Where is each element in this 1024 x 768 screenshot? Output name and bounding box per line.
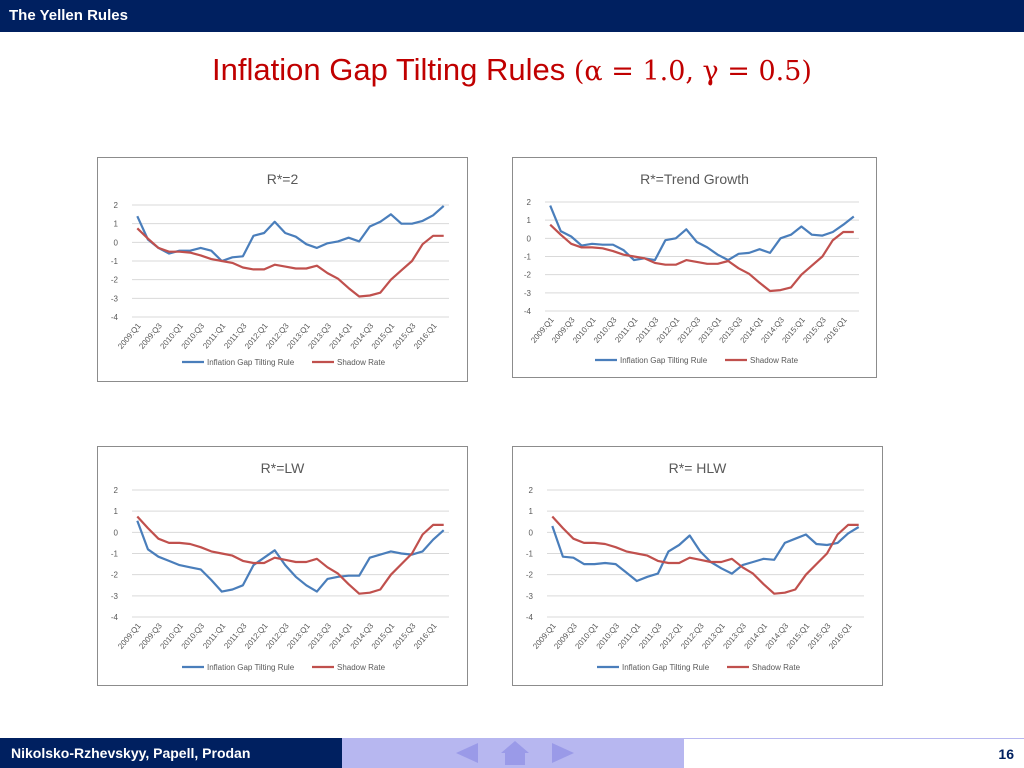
- footer-authors: Nikolsko-Rzhevskyy, Papell, Prodan: [11, 745, 251, 761]
- header-bar: The Yellen Rules: [0, 0, 1024, 32]
- y-tick-label: -2: [524, 271, 532, 280]
- x-tick-label: 2016:Q1: [412, 621, 439, 651]
- y-tick-label: 0: [529, 528, 534, 537]
- y-tick-label: -2: [526, 571, 534, 580]
- x-tick-label: 2016:Q1: [827, 621, 854, 651]
- chart-svg: R*=LW210-1-2-3-42009:Q12009:Q32010:Q1201…: [111, 460, 449, 672]
- chart-title: R*=Trend Growth: [640, 171, 749, 187]
- legend-label: Inflation Gap Tilting Rule: [620, 356, 708, 365]
- legend-label: Shadow Rate: [750, 356, 799, 365]
- chart-title: R*= HLW: [669, 460, 727, 476]
- y-tick-label: 2: [114, 486, 119, 495]
- y-tick-label: 1: [114, 507, 119, 516]
- slide-title: Inflation Gap Tilting Rules (α = 1.0, γ …: [0, 52, 1024, 88]
- y-tick-label: -4: [526, 613, 534, 622]
- header-title: The Yellen Rules: [9, 7, 128, 24]
- y-tick-label: -3: [526, 592, 534, 601]
- series-line-inflation-gap-tilting-rule: [551, 525, 860, 583]
- y-tick-label: -1: [111, 550, 119, 559]
- page-number: 16: [998, 746, 1014, 762]
- y-tick-label: -1: [526, 550, 534, 559]
- legend-label: Inflation Gap Tilting Rule: [207, 663, 295, 672]
- footer-page-panel: 16: [684, 738, 1024, 768]
- chart-title: R*=LW: [261, 460, 305, 476]
- series-line-inflation-gap-tilting-rule: [549, 205, 855, 262]
- y-tick-label: -3: [524, 289, 532, 298]
- y-tick-label: 0: [114, 238, 119, 247]
- legend-label: Shadow Rate: [337, 663, 386, 672]
- y-tick-label: 0: [527, 234, 532, 243]
- y-tick-label: 2: [527, 198, 532, 207]
- slide-title-text: Inflation Gap Tilting Rules: [212, 52, 574, 87]
- series-line-inflation-gap-tilting-rule: [136, 205, 445, 263]
- series-line-shadow-rate: [551, 515, 859, 595]
- legend-label: Inflation Gap Tilting Rule: [207, 358, 295, 367]
- y-tick-label: 1: [529, 507, 534, 516]
- y-tick-label: -3: [111, 592, 119, 601]
- y-tick-label: -3: [111, 294, 119, 303]
- y-tick-label: 2: [529, 486, 534, 495]
- series-line-inflation-gap-tilting-rule: [136, 520, 445, 593]
- legend-label: Inflation Gap Tilting Rule: [622, 663, 710, 672]
- home-icon[interactable]: [498, 738, 532, 768]
- series-line-shadow-rate: [549, 223, 854, 293]
- chart-svg: R*=2210-1-2-3-42009:Q12009:Q32010:Q12010…: [111, 171, 449, 367]
- y-tick-label: 2: [114, 201, 119, 210]
- footer-nav-panel: [342, 738, 684, 768]
- chart-r-star-lw: R*=LW 2 1 0 -1 -2 -3 -4 2009:Q1 2009:Q3 2010:Q1 201…: [97, 446, 468, 686]
- x-tick-label: 2016:Q1: [822, 315, 849, 345]
- footer-authors-panel: Nikolsko-Rzhevskyy, Papell, Prodan: [0, 738, 342, 768]
- y-tick-label: -2: [111, 276, 119, 285]
- series-line-shadow-rate: [136, 227, 444, 298]
- slide-title-math: (α = 1.0, γ = 0.5): [573, 56, 812, 87]
- y-tick-label: -1: [524, 253, 532, 262]
- chart-r-star-hlw: R*= HLW 2 1 0 -1 -2 -3 -4 2009:Q1 2009:Q3 2010:Q1 2…: [512, 446, 883, 686]
- y-tick-label: 1: [114, 220, 119, 229]
- legend-label: Shadow Rate: [337, 358, 386, 367]
- left-arrow-icon[interactable]: [450, 738, 484, 768]
- series-line-shadow-rate: [136, 515, 444, 595]
- y-tick-label: 0: [114, 528, 119, 537]
- y-tick-label: -4: [111, 613, 119, 622]
- chart-svg: R*=Trend Growth210-1-2-3-42009:Q12009:Q3…: [524, 171, 859, 365]
- chart-svg: R*= HLW210-1-2-3-42009:Q12009:Q32010:Q12…: [526, 460, 864, 672]
- y-tick-label: -1: [111, 257, 119, 266]
- y-tick-label: -4: [524, 307, 532, 316]
- y-tick-label: -2: [111, 571, 119, 580]
- legend-label: Shadow Rate: [752, 663, 801, 672]
- chart-r-star-trend-growth: R*=Trend Growth 2 1 0 -1 -2 -3 -4 2009:Q1 2009:Q3…: [512, 157, 877, 378]
- chart-r-star-2: R*=2 2 1 0 -1 -2 -3 -4 2009:Q1 2009:Q3 2010:Q1 2010…: [97, 157, 468, 382]
- x-tick-label: 2016:Q1: [412, 321, 439, 351]
- chart-title: R*=2: [267, 171, 299, 187]
- y-tick-label: -4: [111, 313, 119, 322]
- right-arrow-icon[interactable]: [546, 738, 580, 768]
- y-tick-label: 1: [527, 216, 532, 225]
- footer-bar: Nikolsko-Rzhevskyy, Papell, Prodan 16: [0, 738, 1024, 768]
